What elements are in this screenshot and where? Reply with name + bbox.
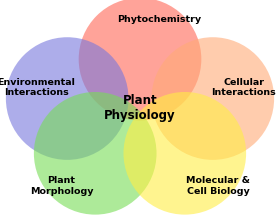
Ellipse shape <box>34 92 157 215</box>
Ellipse shape <box>79 0 201 120</box>
Ellipse shape <box>151 37 274 160</box>
Text: Molecular &
Cell Biology: Molecular & Cell Biology <box>186 177 250 196</box>
Text: Cellular
Interactions: Cellular Interactions <box>211 78 276 97</box>
Text: Phytochemistry: Phytochemistry <box>118 15 202 24</box>
Text: Environmental
Interactions: Environmental Interactions <box>0 78 75 97</box>
Text: Plant
Physiology: Plant Physiology <box>104 94 176 122</box>
Text: Plant
Morphology: Plant Morphology <box>30 177 93 196</box>
Ellipse shape <box>123 92 246 215</box>
Ellipse shape <box>6 37 129 160</box>
